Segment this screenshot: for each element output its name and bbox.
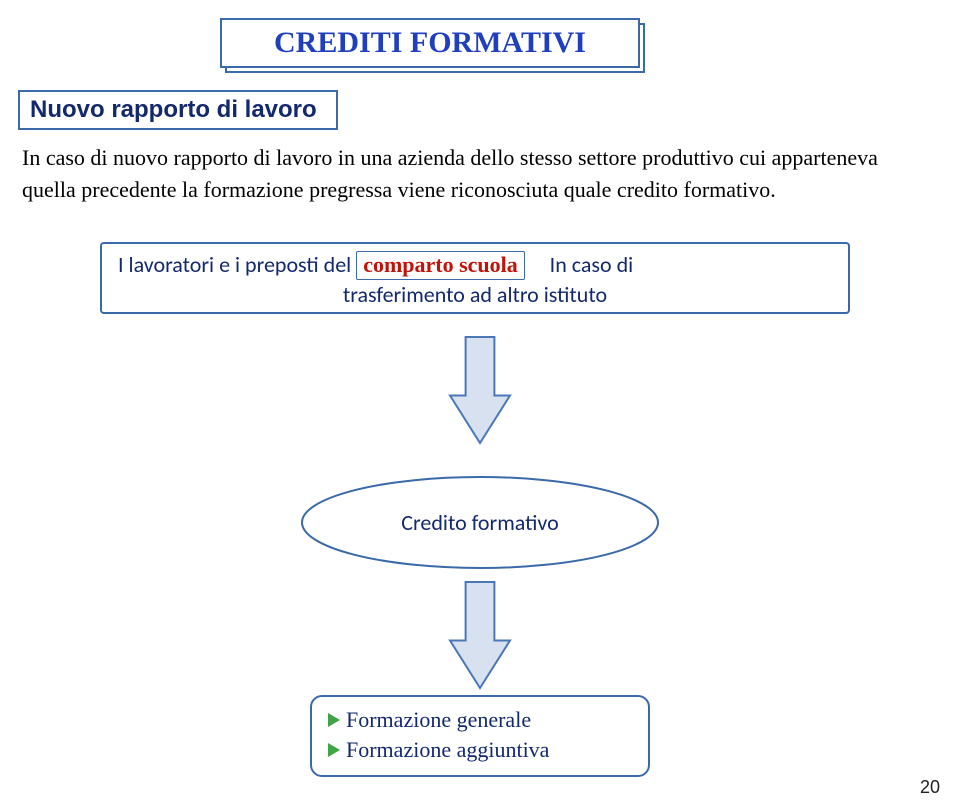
bottom-line2: Formazione aggiuntiva [346,737,549,763]
subtitle-text: Nuovo rapporto di lavoro [30,96,317,124]
bottom-box: Formazione generale Formazione aggiuntiv… [310,695,650,777]
ellipse-credito: Credito formativo [300,475,660,570]
subtitle-box: Nuovo rapporto di lavoro [18,90,338,130]
body-paragraph: In caso di nuovo rapporto di lavoro in u… [22,142,922,206]
arrow-down-1 [448,335,512,445]
title-text: CREDITI FORMATIVI [274,26,586,60]
page-number: 20 [920,777,940,798]
title-box: CREDITI FORMATIVI [220,18,640,68]
ellipse-label: Credito formativo [300,475,660,570]
arrow-down-2 [448,580,512,690]
bullet-icon [328,713,340,727]
info-highlight: comparto scuola [356,251,525,280]
bullet-icon [328,743,340,757]
info-line2: trasferimento ad altro istituto [343,281,607,308]
info-prefix: I lavoratori e i preposti del [118,251,351,278]
info-suffix1: In caso di [550,251,634,278]
bottom-line1: Formazione generale [346,707,531,733]
info-box: I lavoratori e i preposti del comparto s… [100,242,850,314]
